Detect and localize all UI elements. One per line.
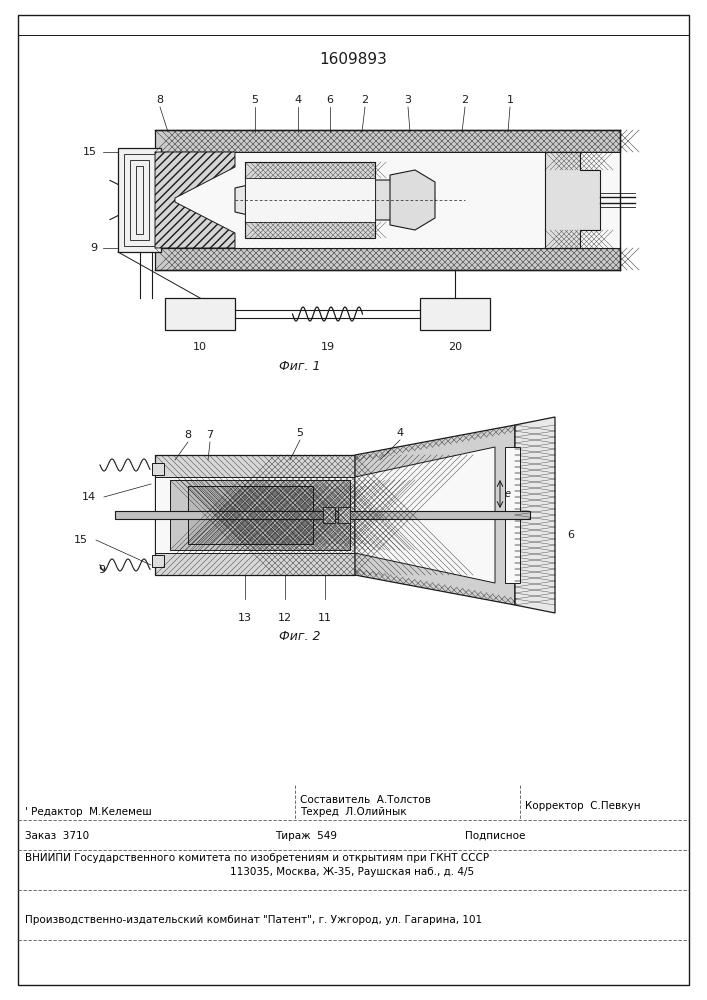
- Bar: [170, 480, 350, 550]
- Text: 6: 6: [567, 530, 574, 540]
- Text: 20: 20: [448, 342, 462, 352]
- Text: 8: 8: [156, 95, 163, 105]
- Text: 19: 19: [320, 342, 334, 352]
- Bar: [118, 148, 161, 252]
- Text: e: e: [505, 489, 511, 499]
- Polygon shape: [270, 180, 435, 220]
- Text: Подписное: Подписное: [465, 831, 525, 841]
- Text: 2: 2: [462, 95, 469, 105]
- Text: 14: 14: [82, 492, 96, 502]
- Text: Составитель  А.Толстов: Составитель А.Толстов: [300, 795, 431, 805]
- Text: Тираж  549: Тираж 549: [275, 831, 337, 841]
- Polygon shape: [355, 425, 515, 605]
- Bar: [188, 486, 313, 544]
- Bar: [245, 178, 375, 222]
- Text: 11: 11: [318, 613, 332, 623]
- Polygon shape: [505, 447, 520, 583]
- Bar: [155, 455, 355, 575]
- Text: 12: 12: [278, 613, 292, 623]
- Polygon shape: [155, 152, 235, 248]
- Text: 4: 4: [397, 428, 404, 438]
- Bar: [155, 130, 620, 152]
- Text: 1: 1: [506, 95, 513, 105]
- Bar: [155, 248, 620, 270]
- Bar: [130, 160, 149, 240]
- Text: 13: 13: [238, 613, 252, 623]
- Bar: [124, 154, 155, 246]
- Text: 4: 4: [294, 95, 302, 105]
- Bar: [420, 298, 490, 330]
- Polygon shape: [355, 447, 495, 583]
- Text: ' Редактор  М.Келемеш: ' Редактор М.Келемеш: [25, 807, 152, 817]
- Bar: [155, 477, 355, 553]
- Text: Техред  Л.Олийнык: Техред Л.Олийнык: [300, 807, 407, 817]
- Polygon shape: [545, 152, 600, 248]
- Text: Корректор  С.Певкун: Корректор С.Певкун: [525, 801, 641, 811]
- Text: 3: 3: [404, 95, 411, 105]
- Text: 7: 7: [206, 430, 214, 440]
- Text: 10: 10: [193, 342, 207, 352]
- Bar: [136, 166, 143, 234]
- Text: 15: 15: [74, 535, 88, 545]
- Text: 113035, Москва, Ж-35, Раушская наб., д. 4/5: 113035, Москва, Ж-35, Раушская наб., д. …: [230, 867, 474, 877]
- Text: Производственно-издательский комбинат "Патент", г. Ужгород, ул. Гагарина, 101: Производственно-издательский комбинат "П…: [25, 915, 482, 925]
- Text: ВНИИПИ Государственного комитета по изобретениям и открытиям при ГКНТ СССР: ВНИИПИ Государственного комитета по изоб…: [25, 853, 489, 863]
- Text: 8: 8: [185, 430, 192, 440]
- Text: 9: 9: [98, 565, 105, 575]
- Text: 5: 5: [296, 428, 303, 438]
- Text: Фиг. 1: Фиг. 1: [279, 360, 321, 373]
- Bar: [323, 507, 335, 523]
- Bar: [152, 463, 164, 475]
- Bar: [115, 511, 530, 519]
- Polygon shape: [515, 417, 555, 613]
- Polygon shape: [235, 180, 270, 220]
- Text: 2: 2: [361, 95, 368, 105]
- Bar: [165, 298, 235, 330]
- Text: 5: 5: [252, 95, 259, 105]
- Bar: [155, 152, 620, 248]
- Text: 1609893: 1609893: [319, 52, 387, 68]
- Text: 6: 6: [327, 95, 334, 105]
- Text: 15: 15: [83, 147, 97, 157]
- Polygon shape: [390, 170, 435, 230]
- Text: 9: 9: [90, 243, 97, 253]
- Bar: [245, 162, 375, 238]
- Bar: [338, 507, 350, 523]
- Text: Фиг. 2: Фиг. 2: [279, 630, 321, 643]
- Text: Заказ  3710: Заказ 3710: [25, 831, 89, 841]
- Bar: [152, 555, 164, 567]
